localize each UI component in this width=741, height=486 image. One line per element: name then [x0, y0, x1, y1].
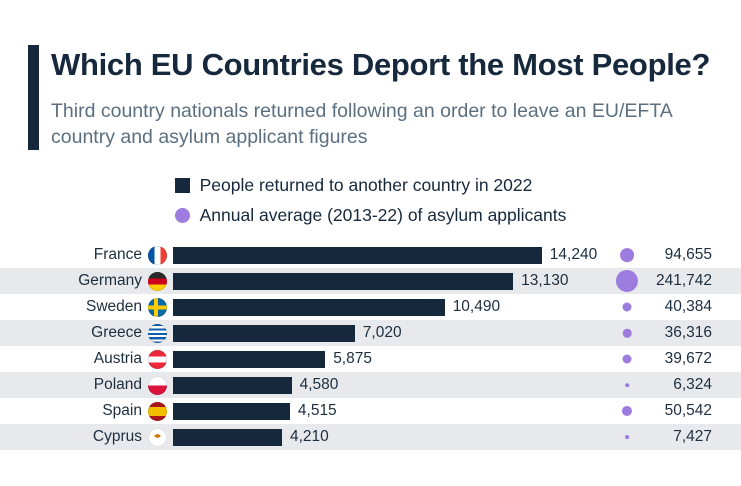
- returned-bar: [173, 324, 355, 342]
- page-title: Which EU Countries Deport the Most Peopl…: [51, 47, 711, 82]
- returned-value: 10,490: [452, 298, 501, 316]
- austria-flag-icon: [148, 349, 167, 369]
- cyprus-flag-icon: [148, 427, 167, 447]
- asylum-dot-icon: [622, 302, 632, 312]
- asylum-value: 40,384: [664, 298, 712, 316]
- table-row: Germany 13,130 241,742: [0, 268, 741, 295]
- legend-item-asylum: Annual average (2013-22) of asylum appli…: [174, 200, 567, 230]
- returned-value: 4,515: [297, 402, 337, 420]
- legend-item-returned: People returned to another country in 20…: [174, 170, 567, 200]
- bar-chart: France 14,240 94,655 Germany 13,130 241,742 Sw…: [0, 242, 741, 451]
- returned-value: 13,130: [521, 272, 569, 290]
- returned-bar: [173, 350, 326, 368]
- returned-bar: [173, 246, 542, 264]
- legend: People returned to another country in 20…: [174, 170, 567, 230]
- returned-bar: [173, 298, 445, 316]
- returned-value: 7,020: [362, 324, 402, 342]
- returned-bar: [173, 402, 290, 420]
- table-row: Austria 5,875 39,672: [0, 346, 741, 372]
- returned-bar: [173, 272, 514, 290]
- asylum-value: 7,427: [673, 428, 712, 446]
- france-flag-icon: [148, 245, 167, 265]
- table-row: Cyprus 4,210 7,427: [0, 424, 741, 451]
- table-row: Sweden 10,490 40,384: [0, 294, 741, 320]
- returned-bar: [173, 376, 292, 394]
- asylum-dot-icon: [622, 354, 632, 364]
- germany-flag-icon: [148, 271, 167, 291]
- asylum-value: 6,324: [673, 376, 712, 394]
- asylum-value: 94,655: [664, 246, 712, 264]
- country-label: Greece: [91, 324, 142, 342]
- returned-value: 4,580: [299, 376, 339, 394]
- asylum-value: 39,672: [664, 350, 712, 368]
- header: Which EU Countries Deport the Most Peopl…: [28, 45, 711, 151]
- legend-label-returned: People returned to another country in 20…: [199, 174, 533, 195]
- country-label: Austria: [93, 350, 142, 368]
- country-label: Sweden: [85, 298, 142, 316]
- spain-flag-icon: [148, 401, 167, 421]
- returned-square-icon: [174, 177, 190, 193]
- asylum-dot-icon: [625, 383, 629, 388]
- country-label: Spain: [102, 402, 142, 420]
- returned-value: 4,210: [290, 428, 329, 446]
- asylum-dot-icon: [620, 248, 634, 263]
- title-accent-bar: [28, 45, 39, 151]
- greece-flag-icon: [148, 323, 167, 343]
- asylum-dot-icon: [622, 329, 632, 338]
- legend-label-asylum: Annual average (2013-22) of asylum appli…: [199, 204, 567, 225]
- country-label: Germany: [78, 272, 142, 290]
- poland-flag-icon: [148, 375, 167, 395]
- returned-bar: [173, 428, 282, 446]
- asylum-circle-icon: [174, 207, 190, 223]
- subtitle: Third country nationals returned followi…: [51, 99, 672, 148]
- country-label: Cyprus: [92, 428, 142, 446]
- table-row: Greece 7,020 36,316: [0, 320, 741, 347]
- returned-value: 5,875: [333, 350, 372, 368]
- asylum-dot-icon: [625, 435, 629, 440]
- table-row: France 14,240 94,655: [0, 242, 741, 268]
- asylum-value: 36,316: [664, 324, 712, 342]
- asylum-value: 241,742: [655, 272, 712, 290]
- asylum-dot-icon: [615, 270, 639, 293]
- asylum-value: 50,542: [664, 402, 712, 420]
- asylum-dot-icon: [621, 406, 633, 417]
- table-row: Poland 4,580 6,324: [0, 372, 741, 399]
- table-row: Spain 4,515 50,542: [0, 398, 741, 424]
- header-text: Which EU Countries Deport the Most Peopl…: [51, 45, 710, 150]
- sweden-flag-icon: [148, 297, 167, 317]
- returned-value: 14,240: [549, 246, 598, 264]
- country-label: France: [93, 246, 142, 264]
- country-label: Poland: [93, 376, 142, 394]
